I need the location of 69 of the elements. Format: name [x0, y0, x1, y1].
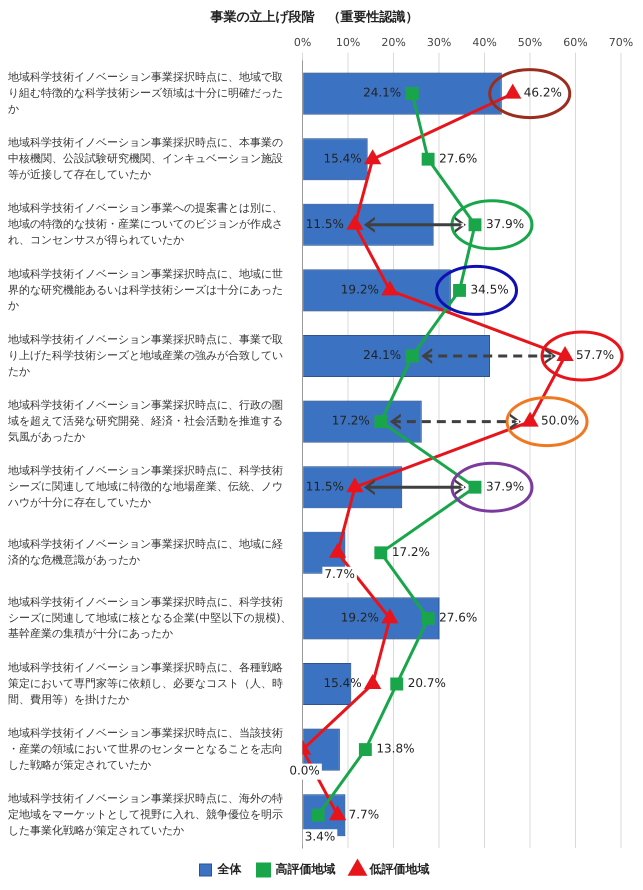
x-tick-label: 30%: [426, 36, 452, 50]
data-label: 50.0%: [541, 414, 580, 428]
data-label: 11.5%: [306, 479, 344, 494]
data-label: 19.2%: [340, 282, 379, 297]
point: [406, 87, 419, 100]
legend-label: 高評価地域: [276, 862, 336, 876]
legend-label: 全体: [216, 862, 242, 876]
data-label: 19.2%: [340, 610, 379, 625]
data-label: 17.2%: [392, 544, 430, 559]
data-label: 13.8%: [376, 742, 414, 756]
y-tick-label: 地域科学技術イノベーション事業採択時点に、科学技術シーズに関連して地域に特徴的な地場産業、伝統、ノウハウが十分に存在していたか: [7, 464, 283, 510]
y-tick-label: 地域科学技術イノベーション事業採択時点に、事業で取り上げた科学技術シーズと地域産業の強みが合致していたか: [7, 332, 283, 378]
y-tick-label: 地域科学技術イノベーション事業採択時点に、各種戦略策定において専門家等に依頼し、必要なコスト（人、時間、費用等）を掛けたか: [7, 660, 283, 706]
x-tick-label: 20%: [381, 36, 406, 50]
legend-label: 低評価地域: [368, 862, 430, 876]
data-label: 7.7%: [324, 566, 355, 581]
data-label: 57.7%: [576, 348, 614, 362]
point: [382, 610, 398, 624]
chart-title: 事業の立上げ段階 （重要性認識）: [210, 9, 418, 26]
y-tick-label: 地域科学技術イノベーション事業採択時点に、科学技術シーズに関連して地域に核となる企業(中堅以下の規模)、基幹産業の集積が十分にあったか: [7, 595, 292, 640]
point: [453, 284, 466, 297]
point: [390, 678, 404, 690]
point: [422, 152, 435, 166]
y-tick-label: 地域科学技術イノベーション事業採択時点に、本事業の中核機関、公設試験研究機関、インキュベーション施設等が近接して存在していたか: [7, 136, 283, 182]
point: [347, 216, 362, 230]
data-label: 24.1%: [363, 348, 402, 362]
point: [374, 415, 388, 428]
point: [522, 413, 538, 427]
y-tick-label: 地域科学技術イノベーション事業採択時点に、行政の圏域を超えて活発な研究開発、経済・社会活動を推進する気風があったか: [7, 398, 283, 444]
point: [347, 478, 362, 492]
data-label: 37.9%: [486, 479, 524, 494]
data-label: 17.2%: [332, 414, 370, 428]
data-label: 34.5%: [470, 282, 509, 297]
y-tick-label: 地域科学技術イノベーション事業への提案書とは別に、地域の特徴的な技術・産業についてのビジョンが作成され、コンセンサスが得られていたか: [7, 202, 283, 247]
data-label: 0.0%: [289, 764, 320, 778]
data-label: 7.7%: [348, 807, 380, 822]
point: [330, 544, 346, 558]
point: [406, 350, 419, 362]
data-label: 37.9%: [486, 216, 524, 231]
data-label: 27.6%: [439, 610, 478, 625]
data-label: 3.4%: [304, 829, 336, 844]
x-tick-label: 60%: [563, 36, 588, 50]
point: [374, 546, 388, 560]
x-tick-label: 50%: [518, 36, 542, 50]
y-tick-label: 地域科学技術イノベーション事業採択時点に、地域に経済的な危機意識があったか: [7, 538, 283, 567]
point: [468, 480, 482, 494]
y-tick-label: 地域科学技術イノベーション事業採択時点に、当該技術・産業の領域において世界のセンターとなることを志向した戦略が策定されていたか: [7, 726, 283, 772]
point: [365, 676, 380, 689]
data-label: 24.1%: [363, 86, 402, 100]
point: [505, 85, 520, 99]
y-tick-label: 地域科学技術イノベーション事業採択時点に、地域に世界的な研究機能あるいは科学技術シーズは十分にあったか: [7, 267, 283, 312]
point: [382, 282, 398, 296]
point: [557, 348, 573, 361]
point: [422, 612, 435, 625]
point: [365, 150, 380, 164]
data-label: 46.2%: [524, 86, 562, 100]
x-tick-label: 10%: [336, 36, 360, 50]
x-tick-label: 40%: [472, 36, 497, 50]
point: [468, 218, 482, 232]
point: [358, 743, 372, 756]
data-label: 27.6%: [439, 151, 478, 166]
data-label: 15.4%: [324, 151, 362, 166]
x-tick-label: 70%: [608, 36, 634, 50]
x-tick-label: 0%: [294, 36, 312, 50]
point: [330, 806, 346, 820]
y-tick-label: 地域科学技術イノベーション事業採択時点に、海外の特定地域をマーケットとして視野に入れ、競争優位を明示した事業化戦略が策定されていたか: [7, 792, 283, 838]
data-label: 20.7%: [408, 676, 446, 690]
data-label: 11.5%: [306, 216, 344, 231]
y-tick-label: 地域科学技術イノベーション事業採択時点に、地域で取り組む特徴的な科学技術シーズ領域は十分に明確だったか: [7, 70, 283, 116]
